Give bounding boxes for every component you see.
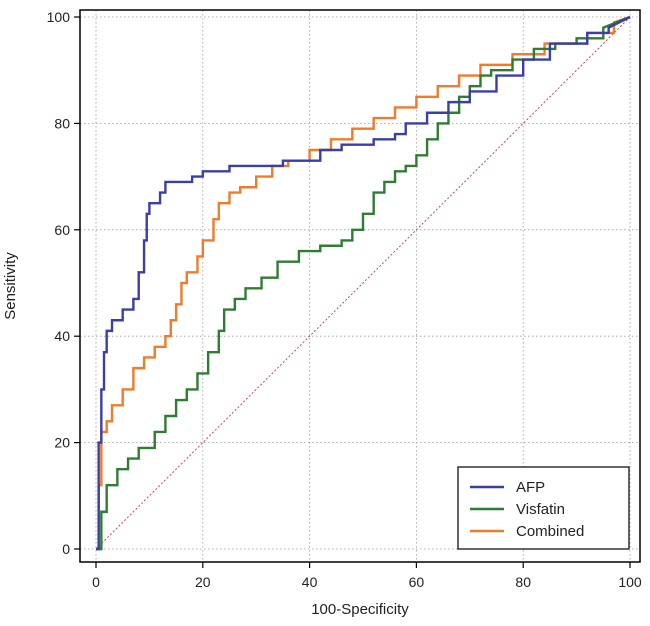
legend-label-combined: Combined <box>516 523 584 540</box>
legend-label-afp: AFP <box>516 479 545 496</box>
plot-frame <box>79 9 641 563</box>
series-group <box>96 15 631 551</box>
x-tick-label: 40 <box>302 574 318 590</box>
x-tick-label: 20 <box>195 574 211 590</box>
x-tick-label: 100 <box>618 574 642 590</box>
series-line-combined <box>96 15 631 551</box>
x-tick-label: 80 <box>515 574 531 590</box>
legend-label-visfatin: Visfatin <box>516 501 565 518</box>
y-tick-label: 40 <box>54 328 70 344</box>
y-tick-label: 20 <box>54 435 70 451</box>
grid <box>80 10 640 562</box>
y-tick-label: 80 <box>54 115 70 131</box>
y-axis-title: Sensitivity <box>2 252 19 320</box>
y-tick-label: 100 <box>47 9 71 25</box>
series-line-visfatin <box>96 15 631 551</box>
y-tick-label: 0 <box>62 541 70 557</box>
y-axis: 0 20 40 60 80 100 <box>47 9 80 557</box>
x-tick-label: 60 <box>409 574 425 590</box>
x-axis: 0 20 40 60 80 100 <box>92 562 642 590</box>
y-tick-label: 60 <box>54 222 70 238</box>
legend: AFP Visfatin Combined <box>457 466 630 550</box>
x-tick-label: 0 <box>92 574 100 590</box>
chance-diagonal-line <box>95 16 631 550</box>
series-line-afp <box>96 15 631 551</box>
x-axis-title: 100-Specificity <box>311 601 409 618</box>
